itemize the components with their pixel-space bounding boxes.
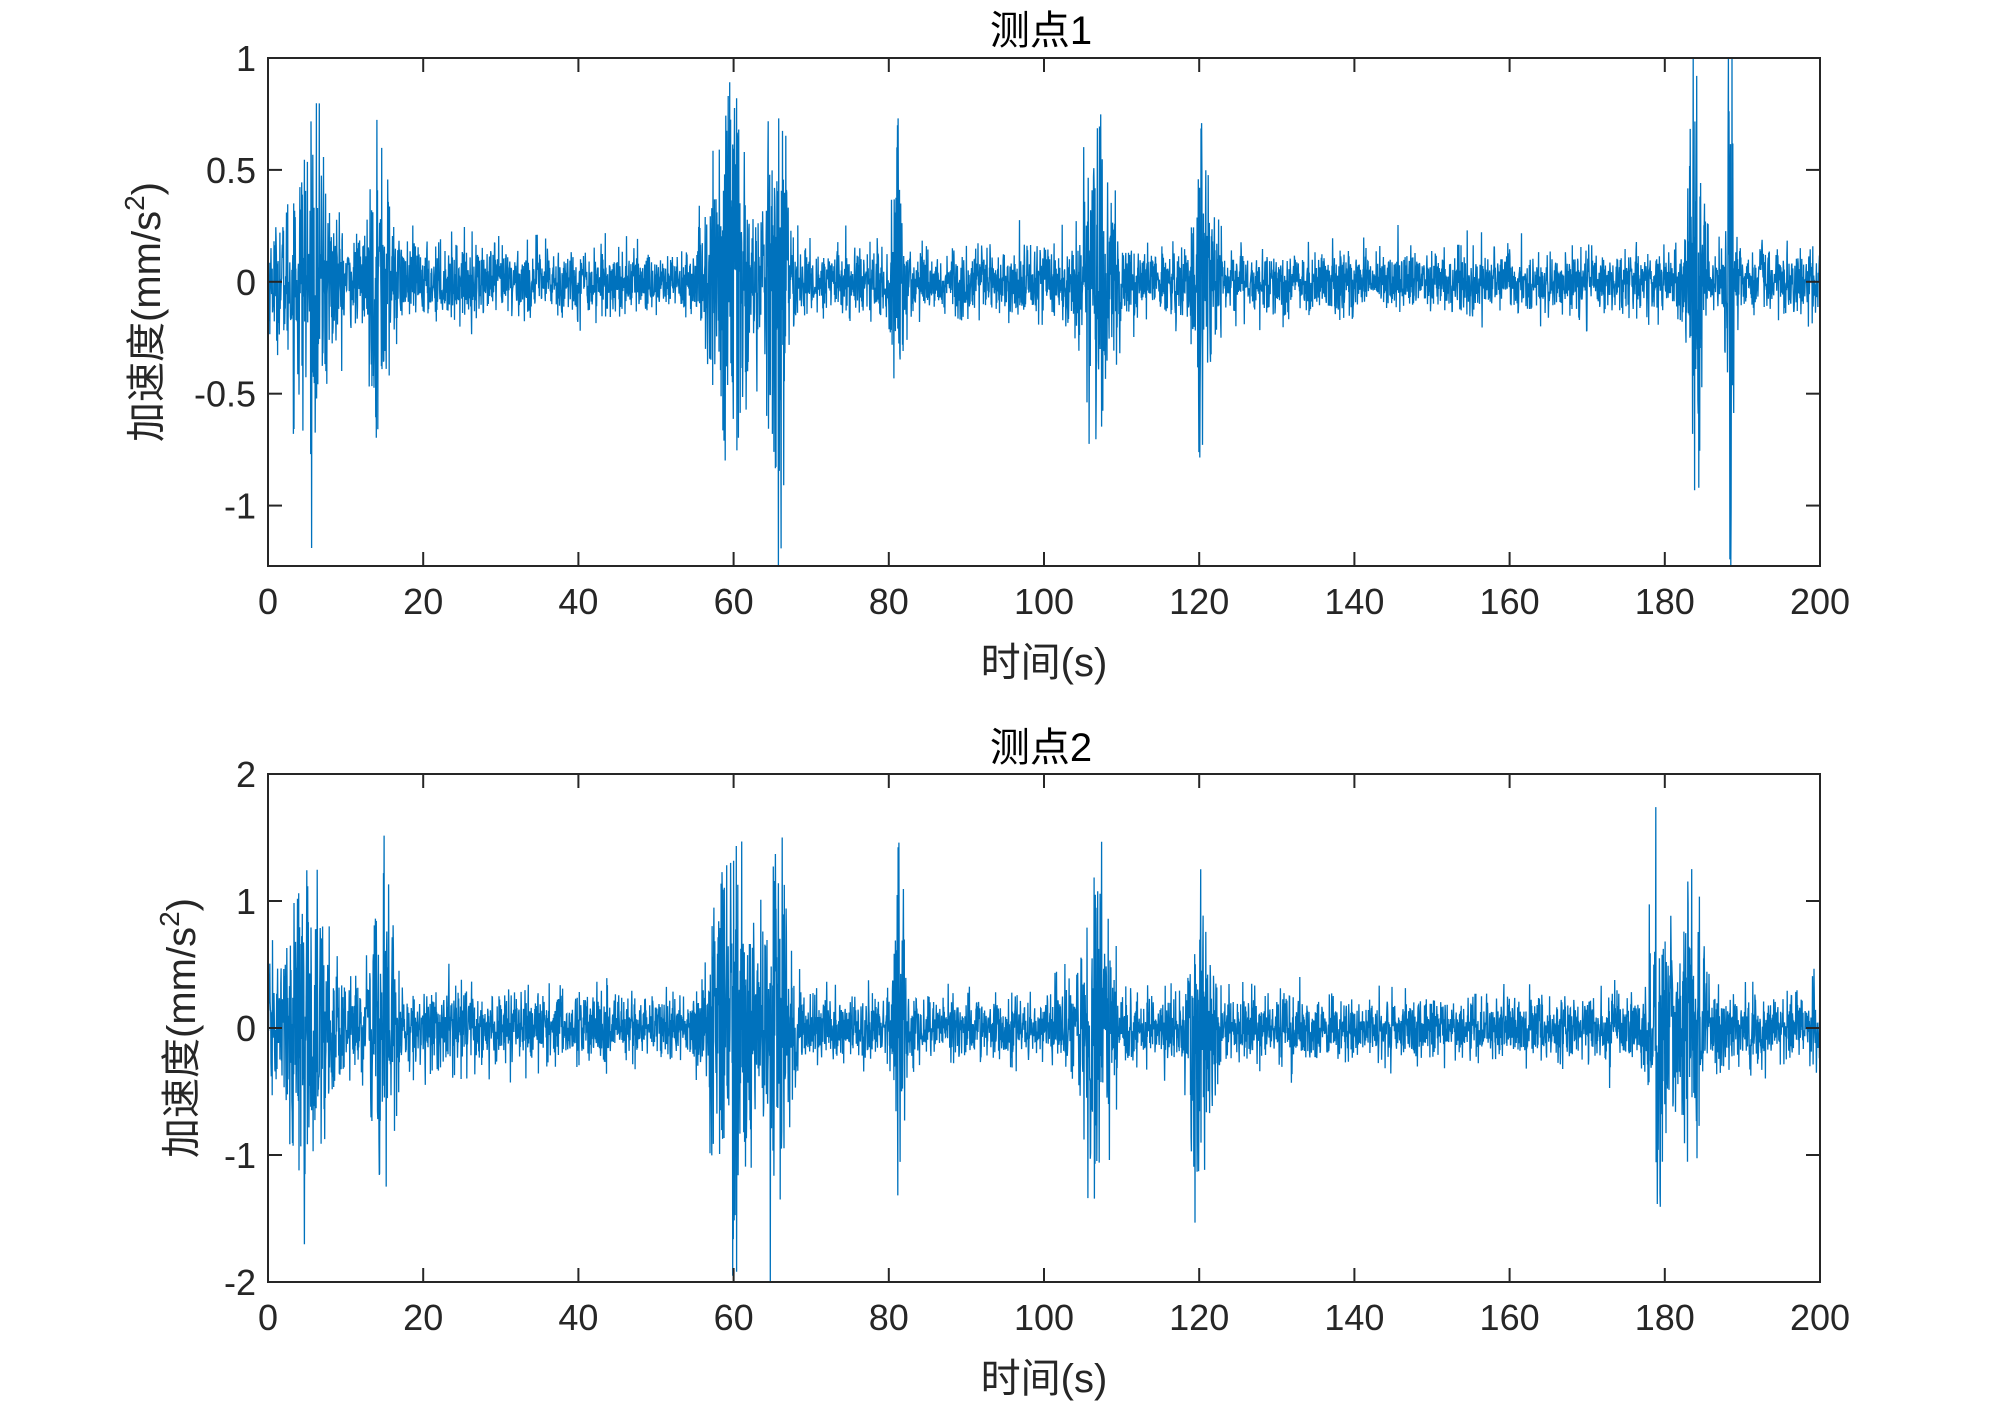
x-axis-label: 时间(s) [981,641,1108,685]
y-tick-label: 0.5 [206,150,256,191]
x-tick-label: 200 [1790,1297,1850,1338]
y-tick-label: -2 [224,1262,256,1303]
x-tick-label: 60 [714,581,754,622]
y-axis-label: 加速度(mm/s2) [154,898,204,1158]
x-tick-label: 160 [1480,1297,1540,1338]
x-tick-label: 100 [1014,581,1074,622]
x-tick-label: 40 [558,1297,598,1338]
x-tick-label: 180 [1635,581,1695,622]
x-tick-label: 120 [1169,1297,1229,1338]
y-tick-label: 1 [236,881,256,922]
series-line [268,58,1820,566]
chart-title: 测点2 [990,726,1092,770]
y-axis-label: 加速度(mm/s2) [119,182,169,442]
x-tick-label: 20 [403,581,443,622]
x-axis-label: 时间(s) [981,1357,1108,1401]
chart-measure-point-2: 测点2 0 20 40 60 80 100 120 140 160 180 200 -2 -1 0 1 2 时… [154,726,1850,1401]
plot-area [268,58,1820,566]
x-tick-label: 80 [869,1297,909,1338]
x-tick-label: 0 [258,581,278,622]
axis-ticks: 0 20 40 60 80 100 120 140 160 180 200 -2 -1 0 1 2 [224,754,1850,1338]
chart-measure-point-1: 测点1 0 20 40 60 80 100 120 140 160 180 200 -1 -0.5 0 0.… [119,9,1850,685]
series-line [268,807,1820,1282]
x-tick-label: 140 [1324,1297,1384,1338]
x-tick-label: 120 [1169,581,1229,622]
x-tick-label: 140 [1324,581,1384,622]
chart-title: 测点1 [990,9,1092,53]
y-tick-label: -1 [224,1135,256,1176]
x-tick-label: 180 [1635,1297,1695,1338]
x-tick-label: 20 [403,1297,443,1338]
x-tick-label: 100 [1014,1297,1074,1338]
y-tick-label: -1 [224,486,256,527]
y-tick-label: 2 [236,754,256,795]
axis-ticks: 0 20 40 60 80 100 120 140 160 180 200 -1 -0.5 0 0.5 1 [194,38,1850,622]
x-tick-label: 40 [558,581,598,622]
y-tick-label: 1 [236,38,256,79]
x-tick-label: 200 [1790,581,1850,622]
plot-area [268,807,1820,1282]
x-tick-label: 80 [869,581,909,622]
axes-box [267,57,1821,567]
y-tick-label: 0 [236,262,256,303]
x-tick-label: 60 [714,1297,754,1338]
axes-box [267,773,1821,1283]
y-tick-label: 0 [236,1008,256,1049]
x-tick-label: 160 [1480,581,1540,622]
x-tick-label: 0 [258,1297,278,1338]
y-tick-label: -0.5 [194,374,256,415]
